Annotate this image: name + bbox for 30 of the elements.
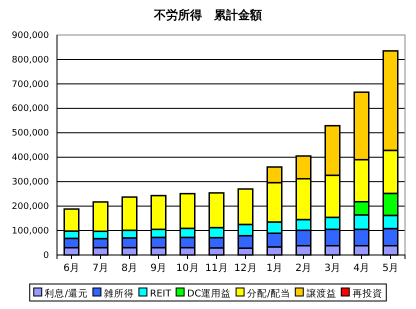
x-tick-label: 12月 [234, 263, 257, 274]
y-tick-label: 0 [43, 250, 50, 261]
x-tick-label: 11月 [205, 263, 228, 274]
y-tick-label: 500,000 [12, 128, 50, 139]
x-tick-label: 4月 [353, 263, 370, 274]
x-tick-label: 6月 [63, 263, 80, 274]
legend-label: 再投資 [352, 288, 382, 300]
x-tick-label: 8月 [121, 263, 138, 274]
y-tick-label: 100,000 [12, 226, 50, 236]
x-tick-label: 9月 [150, 263, 167, 274]
x-tick-label: 10月 [176, 263, 199, 274]
chart-title: 不労所得 累計金額 [153, 8, 262, 22]
x-tick-label: 2月 [295, 263, 312, 274]
y-tick-label: 400,000 [12, 153, 50, 164]
x-tick-label: 5月 [382, 263, 399, 274]
x-tick-label: 7月 [92, 263, 109, 274]
x-tick-label: 1月 [266, 263, 283, 274]
legend-label: 利息/還元 [44, 288, 88, 300]
legend-label: 分配/配当 [247, 288, 290, 300]
y-tick-label: 200,000 [12, 202, 50, 212]
y-tick-label: 700,000 [12, 80, 50, 90]
y-tick-label: 300,000 [12, 178, 50, 188]
y-tick-label: 900,000 [12, 30, 50, 41]
legend-label: DC運用益 [187, 288, 232, 300]
y-tick-label: 600,000 [12, 104, 50, 114]
y-tick-label: 800,000 [12, 55, 50, 66]
legend-label: REIT [150, 288, 172, 300]
legend-label: 譲渡益 [306, 288, 336, 300]
legend-label: 雑所得 [104, 288, 134, 300]
x-tick-label: 3月 [324, 263, 341, 274]
